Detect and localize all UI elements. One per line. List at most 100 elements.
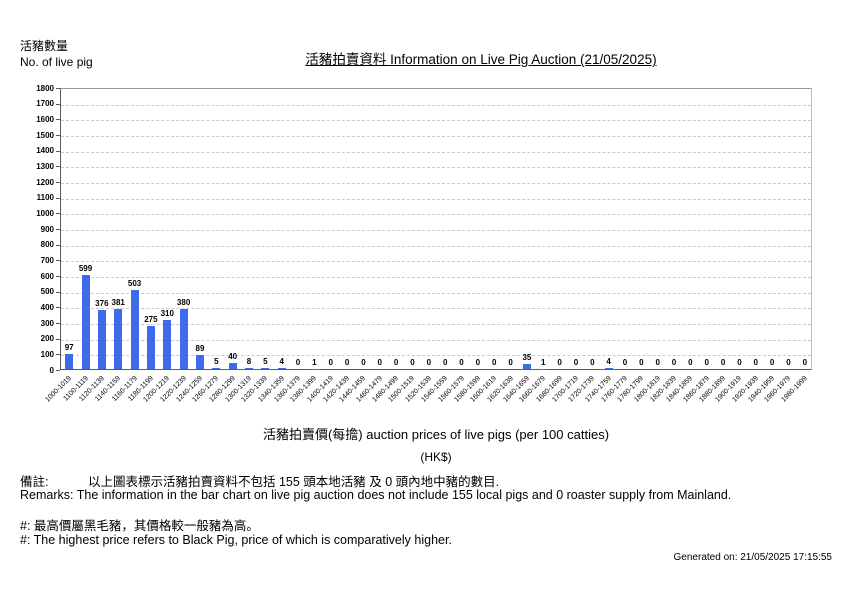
y-axis-title-zh: 活豬數量 bbox=[20, 39, 69, 53]
bar-value-label: 0 bbox=[344, 358, 350, 367]
y-axis-tick bbox=[56, 307, 60, 309]
y-axis-title-en: No. of live pig bbox=[20, 55, 93, 69]
bar-value-label: 310 bbox=[160, 309, 174, 319]
y-tick-label: 300 bbox=[40, 318, 54, 328]
bar-value-label: 0 bbox=[704, 358, 709, 367]
bar bbox=[163, 320, 172, 369]
y-axis-tick bbox=[56, 213, 60, 215]
gridline bbox=[61, 198, 811, 200]
y-axis-tick bbox=[56, 338, 60, 340]
bar-value-label: 0 bbox=[475, 358, 481, 367]
bar-value-label: 0 bbox=[557, 358, 562, 367]
bar-value-label: 0 bbox=[671, 358, 677, 367]
bar-value-label: 0 bbox=[737, 358, 742, 367]
gridline bbox=[61, 167, 811, 169]
bar-value-label: 0 bbox=[688, 358, 693, 367]
bar bbox=[146, 325, 155, 369]
bar-value-label: 0 bbox=[590, 358, 595, 367]
bar-value-label: 0 bbox=[753, 358, 759, 367]
remarks-line-en: Remarks: The information in the bar char… bbox=[20, 488, 732, 502]
y-tick-label: 1200 bbox=[36, 177, 54, 187]
bar-value-label: 0 bbox=[786, 358, 791, 367]
gridline bbox=[61, 277, 811, 278]
y-tick-label: 1700 bbox=[36, 99, 54, 109]
generated-timestamp: Generated on: 21/05/2025 17:15:55 bbox=[673, 552, 832, 563]
y-tick-label: 0 bbox=[49, 365, 54, 375]
y-tick-label: 1000 bbox=[36, 208, 54, 218]
y-tick-label: 200 bbox=[40, 334, 54, 344]
bar bbox=[277, 368, 286, 369]
y-tick-label: 1400 bbox=[36, 146, 54, 156]
y-axis-tick bbox=[56, 291, 60, 293]
bar bbox=[261, 368, 270, 369]
y-axis-tick bbox=[56, 135, 60, 136]
chart-title: 活豬拍賣資料 Information on Live Pig Auction (… bbox=[305, 52, 657, 67]
y-tick-label: 800 bbox=[40, 240, 54, 250]
y-tick-label: 700 bbox=[40, 255, 54, 265]
y-axis-tick bbox=[56, 354, 60, 356]
y-axis-tick bbox=[56, 244, 60, 246]
y-axis-tick bbox=[56, 260, 60, 262]
gridline bbox=[61, 355, 811, 357]
bar-value-label: 40 bbox=[228, 351, 238, 361]
gridline bbox=[61, 120, 811, 122]
bar-value-label: 1 bbox=[541, 357, 546, 367]
y-tick-label: 500 bbox=[40, 287, 54, 297]
gridline bbox=[61, 261, 811, 263]
remarks-text-zh: 以上圖表標示活豬拍賣資料不包括 155 頭本地活豬 及 0 頭內地中豬的數目. bbox=[88, 475, 500, 489]
gridline bbox=[61, 339, 811, 341]
bar bbox=[212, 368, 221, 369]
bar bbox=[81, 275, 90, 369]
bar-value-label: 0 bbox=[769, 358, 775, 367]
footnote-line-zh: #: 最高價屬黑毛豬，其價格較一般豬為高。 bbox=[20, 519, 259, 533]
gridline bbox=[61, 104, 811, 106]
remarks-line-zh: 備註: 以上圖表標示活豬拍賣資料不包括 155 頭本地活豬 及 0 頭內地中豬的數… bbox=[20, 471, 499, 490]
bar-value-label: 0 bbox=[491, 358, 497, 367]
y-axis-tick bbox=[56, 119, 60, 121]
bar-value-label: 8 bbox=[246, 356, 252, 366]
gridline bbox=[61, 324, 811, 325]
bar-value-label: 0 bbox=[426, 358, 432, 367]
x-axis-unit: (HK$) bbox=[420, 450, 452, 464]
bar bbox=[245, 367, 253, 369]
bar bbox=[522, 363, 531, 369]
bar bbox=[179, 309, 188, 369]
bar bbox=[65, 353, 74, 369]
bar-value-label: 0 bbox=[622, 358, 628, 367]
bar-value-label: 376 bbox=[95, 299, 109, 309]
gridline bbox=[61, 214, 811, 216]
y-axis-tick bbox=[56, 276, 60, 277]
y-tick-label: 1300 bbox=[36, 161, 54, 171]
y-tick-label: 900 bbox=[40, 224, 54, 234]
y-axis-tick bbox=[56, 88, 60, 89]
y-tick-label: 1500 bbox=[36, 130, 54, 140]
y-axis-tick bbox=[56, 150, 60, 152]
bar-value-label: 0 bbox=[459, 358, 464, 367]
bar-value-label: 0 bbox=[720, 358, 726, 367]
y-axis-title: 活豬數量 No. of live pig bbox=[20, 38, 93, 70]
bar-value-label: 0 bbox=[508, 358, 513, 367]
y-axis-tick bbox=[56, 323, 60, 324]
bar-value-label: 0 bbox=[573, 358, 579, 367]
bar-value-label: 0 bbox=[442, 358, 448, 367]
bar-value-label: 0 bbox=[328, 358, 333, 367]
bar bbox=[195, 355, 204, 369]
y-tick-label: 1100 bbox=[36, 193, 54, 203]
bar-value-label: 0 bbox=[377, 358, 383, 367]
bar-value-label: 5 bbox=[263, 357, 268, 367]
bar-value-label: 0 bbox=[802, 358, 808, 367]
y-tick-label: 1800 bbox=[36, 83, 54, 93]
y-tick-label: 1600 bbox=[36, 114, 54, 124]
y-axis-tick bbox=[56, 229, 60, 230]
bar-value-label: 4 bbox=[279, 357, 284, 367]
bar-value-label: 35 bbox=[522, 352, 532, 362]
bar-chart-plot-area: 97 599 376 381 503 275 310 380 89 5 40 8 5 4 0 1 0 0 0 0 0 0 0… bbox=[60, 88, 812, 370]
y-tick-label: 100 bbox=[40, 349, 54, 359]
bar-value-label: 89 bbox=[195, 344, 205, 354]
gridline bbox=[61, 245, 811, 247]
bar-value-label: 381 bbox=[111, 298, 125, 308]
bar-value-label: 1 bbox=[312, 357, 317, 367]
bar-value-label: 5 bbox=[214, 357, 219, 367]
bar bbox=[97, 310, 106, 369]
bar-value-label: 275 bbox=[144, 314, 158, 324]
